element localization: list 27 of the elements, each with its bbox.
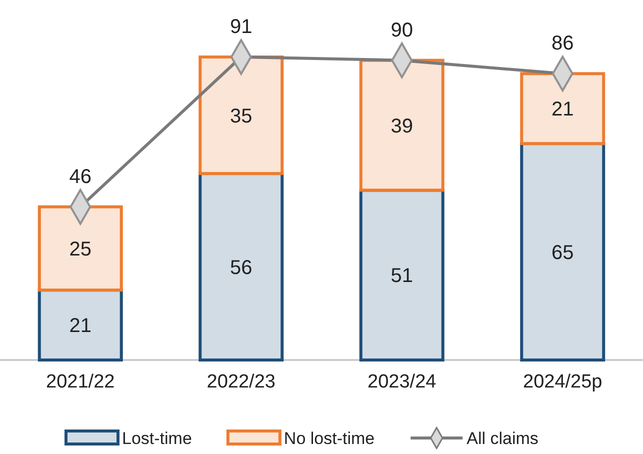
data-label: 46 — [69, 166, 92, 188]
bar — [38, 205, 123, 292]
bar — [520, 72, 606, 146]
data-label: 21 — [69, 315, 92, 338]
bar — [359, 58, 444, 192]
bar — [198, 56, 284, 176]
data-label: 39 — [390, 115, 413, 138]
data-label: 90 — [390, 19, 413, 42]
data-label: 35 — [230, 105, 252, 128]
data-label: 25 — [69, 238, 92, 260]
bar — [38, 288, 123, 362]
x-tick-label: 2023/24 — [368, 372, 437, 393]
data-label: 51 — [390, 265, 413, 288]
bar — [198, 172, 284, 362]
data-label: 56 — [230, 256, 252, 279]
bar — [359, 188, 444, 362]
data-label: 65 — [552, 242, 574, 264]
x-tick-label: 2021/22 — [46, 372, 115, 393]
data-label: 91 — [230, 16, 252, 38]
data-label: 21 — [552, 98, 574, 121]
x-tick-label: 2024/25p — [523, 372, 602, 393]
data-label: 86 — [552, 32, 574, 55]
legend-label: No lost-time — [284, 428, 375, 448]
x-tick-label: 2022/23 — [206, 372, 276, 393]
legend-label: All claims — [466, 428, 538, 448]
legend-label: Lost-time — [122, 428, 192, 448]
bar — [520, 142, 606, 362]
